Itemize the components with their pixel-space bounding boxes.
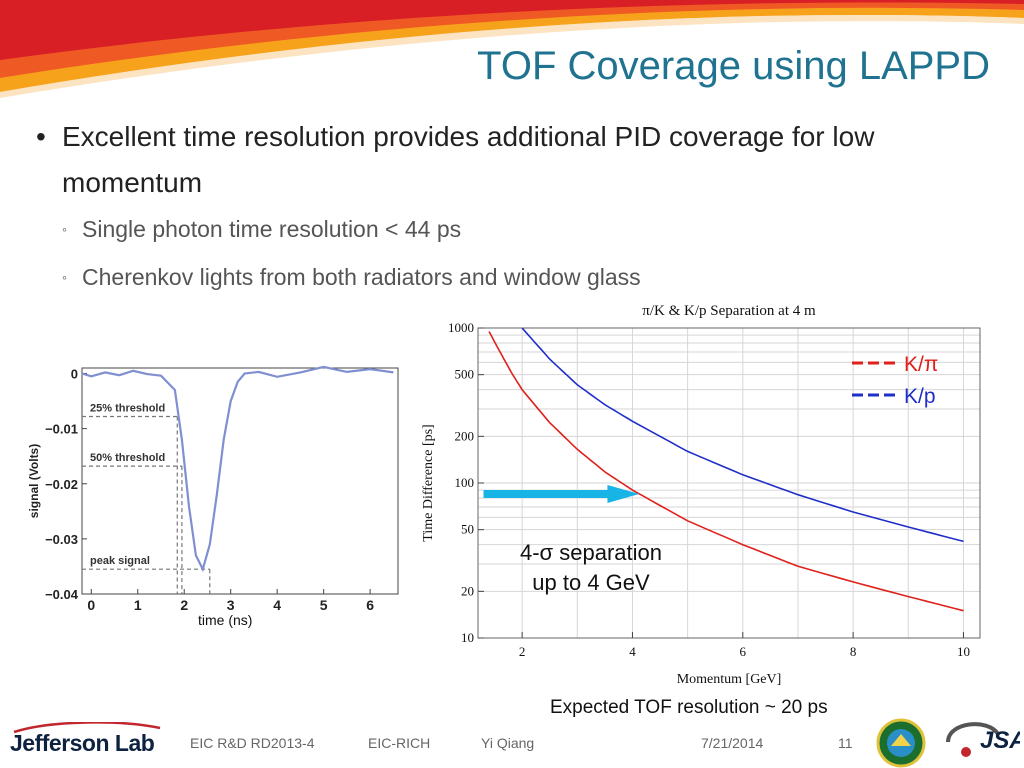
separation-x-tick-label: 8 [850, 644, 857, 659]
page-title: TOF Coverage using LAPPD [477, 44, 990, 88]
separation-y-tick-label: 20 [461, 583, 474, 598]
logo-orbit-icon [13, 722, 161, 734]
pulse-y-tick-label: −0.01 [45, 422, 78, 437]
separation-y-tick-label: 500 [455, 367, 475, 382]
main-bullet-text: Excellent time resolution provides addit… [62, 121, 875, 198]
threshold-label: 25% threshold [90, 403, 165, 415]
footer-author: Yi Qiang [481, 735, 535, 751]
separation-note-line: up to 4 GeV [532, 570, 650, 595]
sub-bullet-text: Cherenkov lights from both radiators and… [82, 264, 641, 290]
sub-bullet-text: Single photon time resolution < 44 ps [82, 216, 462, 242]
pulse-x-tick-label: 3 [227, 597, 235, 613]
separation-note-line: 4-σ separation [520, 540, 662, 565]
logo-text: Jefferson Lab [10, 730, 155, 756]
pulse-y-tick-label: −0.03 [45, 532, 78, 547]
separation-series-line [488, 331, 964, 612]
pulse-x-tick-label: 0 [87, 597, 95, 613]
pulse-plot-frame [81, 367, 399, 595]
separation-chart-title: π/K & K/p Separation at 4 m [642, 303, 816, 319]
pulse-x-tick-label: 6 [366, 597, 374, 613]
separation-legend: K/π K/p [852, 353, 938, 408]
pulse-x-tick-label: 2 [180, 597, 188, 613]
pulse-y-axis-label: signal (Volts) [27, 444, 41, 518]
pulse-x-tick-label: 1 [134, 597, 142, 613]
jsa-logo-icon: JSA [946, 722, 1020, 757]
pulse-series-line [81, 365, 394, 573]
footer-detector: EIC-RICH [368, 735, 431, 751]
sub-bullet-marker: ◦ [62, 221, 67, 237]
pulse-x-tick-label: 4 [273, 597, 281, 613]
separation-x-tick-label: 4 [629, 644, 636, 659]
footer-project: EIC R&D RD2013-4 [190, 735, 315, 751]
legend-label: K/π [904, 353, 938, 376]
pulse-y-tick-label: 0 [71, 367, 78, 382]
pulse-x-tick-label: 5 [320, 597, 328, 613]
threshold-label: 50% threshold [90, 452, 165, 464]
expected-resolution-note: Expected TOF resolution ~ 20 ps [550, 697, 828, 718]
header-swoosh [0, 0, 1024, 98]
separation-x-tick-label: 6 [740, 644, 747, 659]
footer-page-number: 11 [838, 735, 853, 751]
separation-y-tick-label: 50 [461, 522, 474, 537]
sub-bullet-marker: ◦ [62, 269, 67, 285]
pulse-y-tick-label: −0.04 [45, 587, 79, 602]
legend-label: K/p [904, 385, 936, 408]
separation-y-axis-label: Time Difference [ps] [421, 424, 436, 541]
bullet-marker: • [36, 121, 46, 152]
separation-chart: π/K & K/p Separation at 4 m 2 4 6 8 10 10 20 50… [421, 303, 981, 687]
separation-series-line [521, 327, 964, 543]
sub-bullet: ◦ Cherenkov lights from both radiators an… [62, 264, 641, 291]
separation-y-tick-label: 100 [455, 475, 475, 490]
separation-x-tick-label: 2 [519, 644, 526, 659]
jsa-logo-text: JSA [980, 727, 1020, 754]
pulse-chart: 0 1 2 3 4 5 6 0 −0.01 −0.02 −0.03 −0.04 25% thresho… [27, 365, 399, 613]
separation-x-tick-label: 10 [957, 644, 970, 659]
jefferson-lab-logo: Jefferson Lab [10, 722, 161, 757]
separation-y-tick-label: 200 [455, 428, 475, 443]
doe-seal-icon [876, 718, 926, 768]
separation-arrow-head [607, 484, 640, 503]
threshold-label: peak signal [90, 555, 150, 567]
pulse-x-axis-label: time (ns) [198, 612, 253, 628]
sub-bullet: ◦ Single photon time resolution < 44 ps [62, 216, 461, 243]
separation-note: 4-σ separation up to 4 GeV [486, 538, 696, 598]
separation-y-tick-label: 1000 [448, 320, 474, 335]
pulse-y-tick-label: −0.02 [45, 477, 78, 492]
separation-x-axis-label: Momentum [GeV] [677, 672, 782, 687]
footer-date: 7/21/2014 [701, 735, 764, 751]
separation-y-tick-label: 10 [461, 630, 474, 645]
